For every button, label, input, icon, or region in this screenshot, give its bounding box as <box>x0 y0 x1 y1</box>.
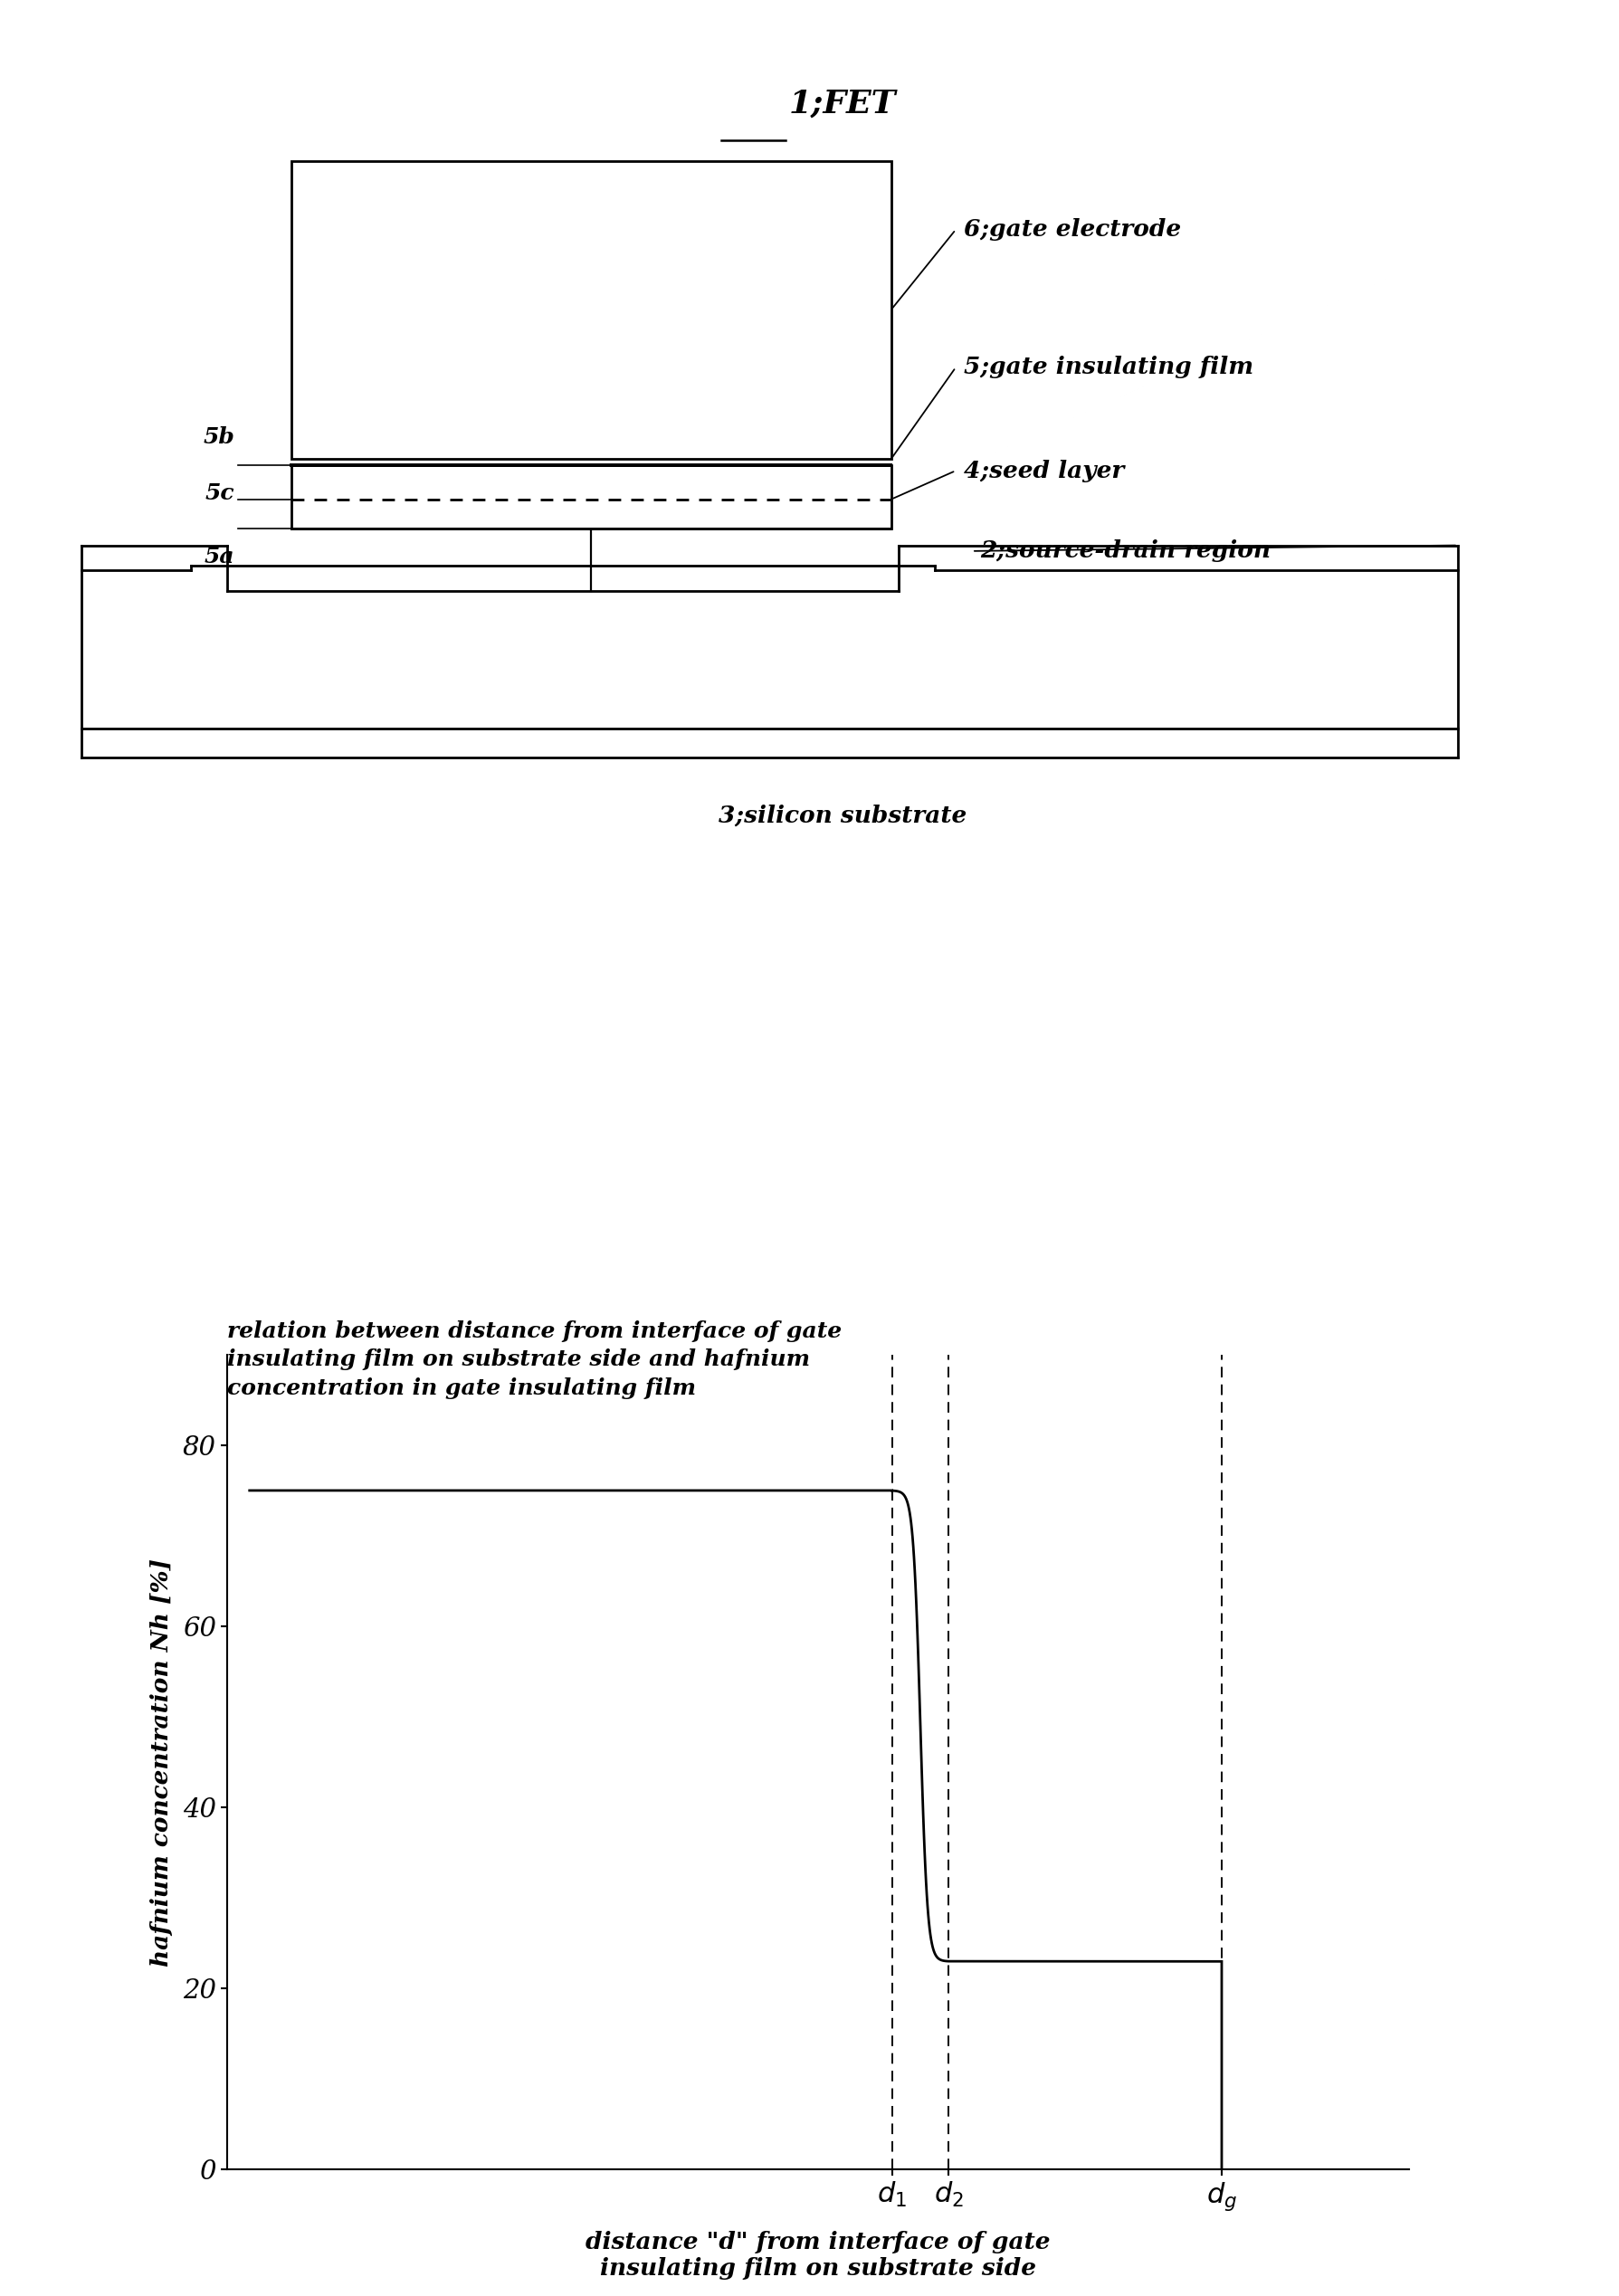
Text: 3;silicon substrate: 3;silicon substrate <box>717 804 967 827</box>
Bar <box>291 466 890 528</box>
Text: 5a: 5a <box>204 546 235 567</box>
Text: 5;gate insulating film: 5;gate insulating film <box>963 356 1253 379</box>
Text: 5c: 5c <box>206 482 235 505</box>
Text: relation between distance from interface of gate
insulating film on substrate si: relation between distance from interface… <box>227 1320 840 1398</box>
X-axis label: distance "d" from interface of gate
insulating film on substrate side: distance "d" from interface of gate insu… <box>586 2229 1049 2280</box>
Text: 1;FET: 1;FET <box>788 87 895 119</box>
Text: 2;source-drain region: 2;source-drain region <box>979 540 1269 563</box>
Text: 5b: 5b <box>204 427 235 448</box>
Text: 6;gate electrode: 6;gate electrode <box>963 218 1180 241</box>
Bar <box>291 161 890 459</box>
Text: 4;seed layer: 4;seed layer <box>963 459 1124 482</box>
Y-axis label: hafnium concentration Nh [%]: hafnium concentration Nh [%] <box>151 1559 173 1965</box>
